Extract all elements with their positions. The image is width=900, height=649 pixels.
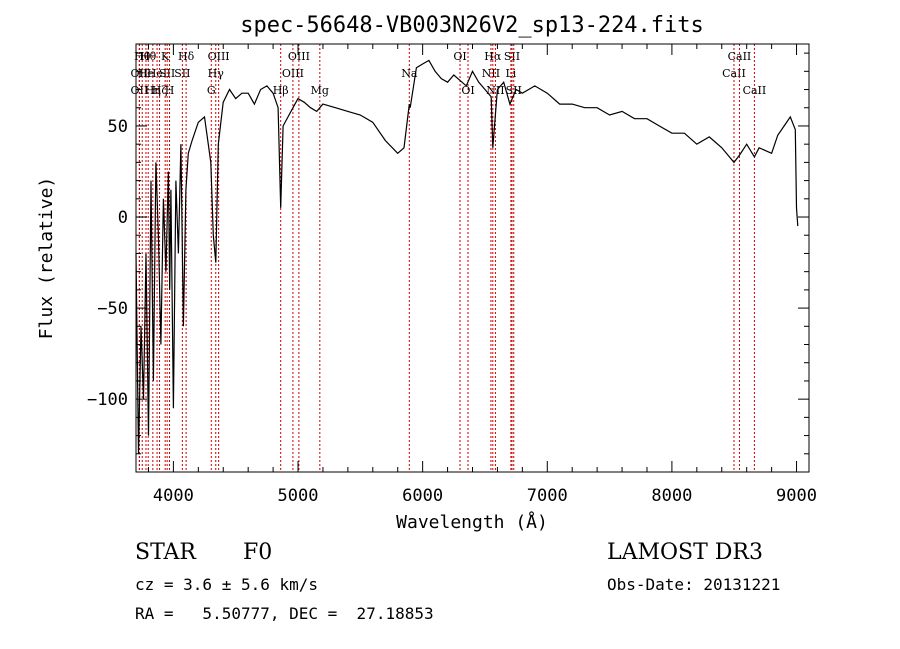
x-tick-label: 8000	[651, 486, 692, 506]
line-marker-label-18: OIII	[288, 50, 310, 63]
object-class: STAR	[135, 540, 196, 565]
line-marker-label-10: H	[165, 84, 175, 97]
line-marker-label-21: OI	[453, 50, 466, 63]
line-marker-label-31: CaII	[743, 84, 767, 97]
axes: 4000 5000 6000 7000 8000 9000 −100 −50 0 50	[87, 44, 817, 506]
line-marker-label-17: OIII	[282, 67, 304, 80]
line-marker-label-16: Hβ	[273, 84, 289, 97]
y-tick-label: 0	[118, 208, 128, 228]
line-marker-label-1: OII	[131, 84, 149, 97]
chart-title: spec-56648-VB003N26V2_sp13-224.fits	[240, 13, 704, 38]
line-marker-label-27: SII	[504, 50, 520, 63]
line-marker-label-30: CaII	[728, 50, 752, 63]
line-marker-label-29: CaII	[722, 67, 746, 80]
line-marker-label-9: SII	[159, 67, 175, 80]
x-tick-label: 9000	[776, 486, 817, 506]
x-tick-label: 7000	[527, 486, 568, 506]
line-marker-label-13: G	[207, 84, 216, 97]
object-subclass: F0	[243, 540, 273, 565]
survey-name: LAMOST DR3	[607, 540, 763, 565]
line-marker-label-12: SII	[174, 67, 190, 80]
line-marker-label-24: Hα	[484, 50, 502, 63]
line-marker-label-14: Hγ	[208, 67, 225, 80]
line-marker-label-20: Na	[401, 67, 418, 80]
line-marker-label-7: Hζ	[152, 84, 168, 97]
line-markers: OIIOIIHθHeHθHηHeIHζKSIIHHδSIIGHγOIIIHβOI…	[131, 44, 767, 472]
flux-series-line	[135, 59, 799, 454]
x-tick-label: 4000	[153, 486, 194, 506]
line-marker-label-22: OI	[461, 84, 474, 97]
line-marker-label-3: He	[138, 67, 154, 80]
line-marker-label-19: Mg	[311, 84, 329, 97]
y-tick-label: 50	[108, 117, 128, 137]
plot-frame	[135, 43, 810, 473]
observation-date: Obs-Date: 20131221	[607, 575, 781, 594]
x-tick-label: 5000	[278, 486, 319, 506]
x-tick-label: 6000	[402, 486, 443, 506]
line-marker-label-23: NII	[482, 67, 500, 80]
y-tick-label: −100	[87, 390, 128, 410]
line-marker-label-28: SII	[506, 84, 522, 97]
line-marker-label-11: Hδ	[178, 50, 195, 63]
redshift-velocity: cz = 3.6 ± 5.6 km/s	[135, 575, 319, 594]
line-marker-label-15: OIII	[208, 50, 230, 63]
line-marker-label-4: Hθ	[140, 50, 157, 63]
coordinates: RA = 5.50777, DEC = 27.18853	[135, 604, 434, 623]
y-tick-label: −50	[97, 299, 128, 319]
line-marker-label-8: K	[161, 50, 170, 63]
line-marker-label-26: Li	[505, 67, 516, 80]
x-axis-label: Wavelength (Å)	[396, 511, 548, 533]
line-marker-label-6: HeI	[147, 67, 167, 80]
y-axis-label: Flux (relative)	[36, 177, 57, 340]
